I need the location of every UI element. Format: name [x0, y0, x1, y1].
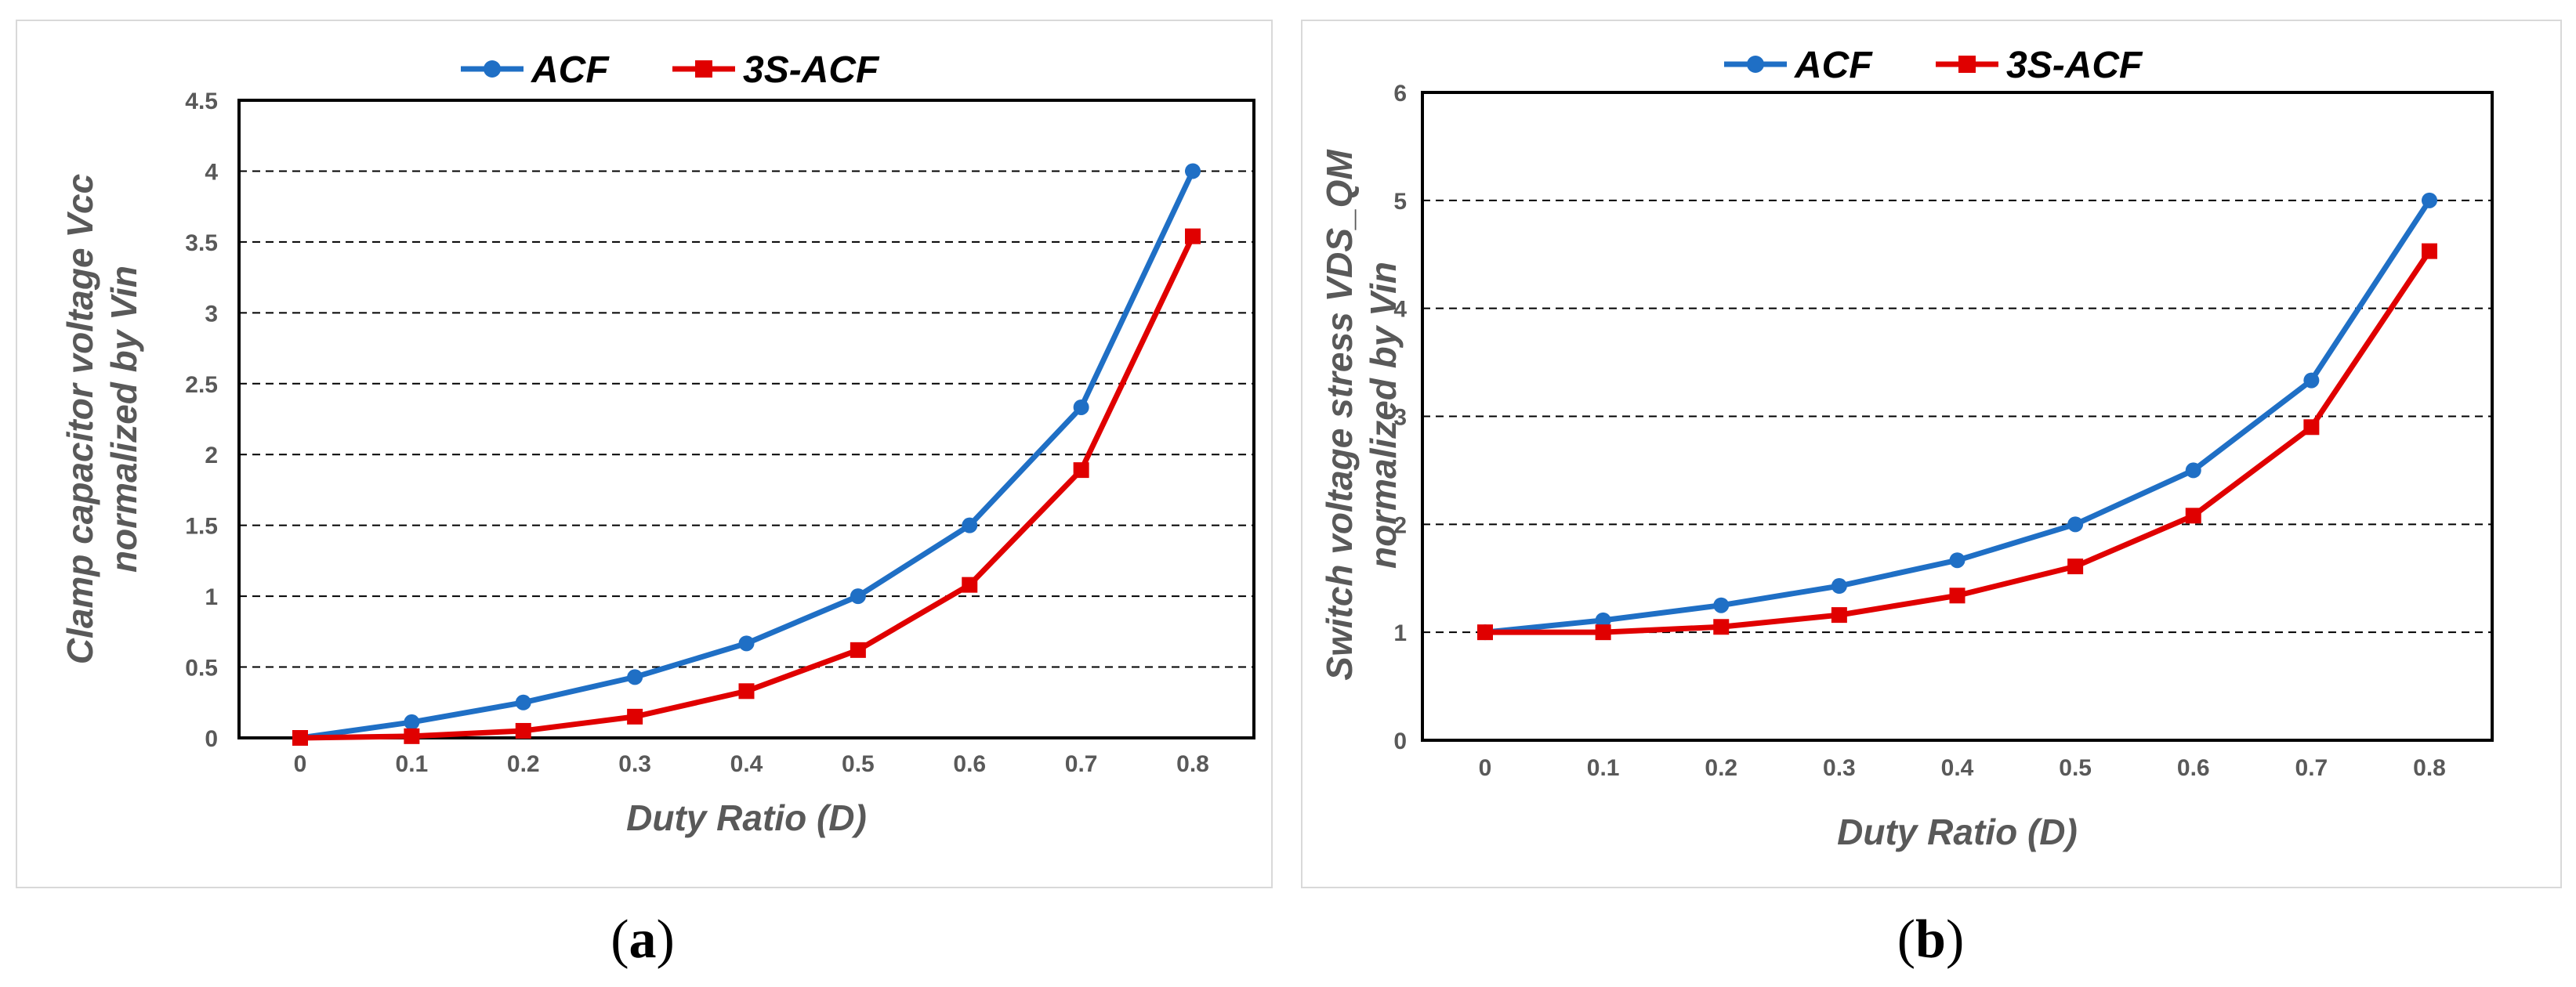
data-point-a-0-6 — [962, 517, 978, 533]
legend-marker-b-1 — [1958, 56, 1976, 73]
data-point-a-1-1 — [404, 728, 420, 744]
y-axis-title-line2-b: normalized by Vin — [1363, 262, 1404, 569]
x-tick-label-b-6: 0.6 — [2177, 755, 2210, 781]
data-point-a-1-4 — [738, 683, 755, 700]
x-tick-label-a-0: 0 — [294, 751, 307, 777]
x-tick-label-a-6: 0.6 — [953, 751, 986, 777]
y-tick-label-a-5: 2.5 — [185, 372, 218, 398]
y-tick-label-a-7: 3.5 — [185, 230, 218, 256]
data-point-b-0-2 — [1713, 597, 1730, 613]
y-tick-label-b-0: 0 — [1393, 728, 1407, 754]
data-point-a-0-4 — [738, 635, 755, 652]
data-point-b-0-6 — [2185, 462, 2201, 479]
x-tick-label-b-4: 0.4 — [1941, 755, 1974, 781]
x-tick-label-a-1: 0.1 — [396, 751, 429, 777]
y-tick-label-a-8: 4 — [205, 159, 218, 185]
data-point-b-0-3 — [1831, 578, 1847, 595]
y-tick-label-b-5: 5 — [1393, 189, 1407, 215]
x-tick-label-a-2: 0.2 — [507, 751, 540, 777]
legend-label-a-0: ACF — [531, 49, 610, 91]
y-tick-label-b-2: 2 — [1393, 512, 1407, 538]
x-tick-label-b-1: 0.1 — [1587, 755, 1620, 781]
chart-frame-b — [1301, 20, 2562, 888]
legend-marker-b-0 — [1747, 56, 1764, 73]
y-tick-label-a-2: 1 — [205, 584, 218, 610]
x-tick-label-b-3: 0.3 — [1823, 755, 1856, 781]
data-point-b-1-1 — [1595, 624, 1611, 641]
plot-area-b — [1421, 91, 2494, 742]
data-point-b-0-7 — [2303, 372, 2320, 389]
x-tick-label-a-5: 0.5 — [842, 751, 875, 777]
x-tick-label-a-4: 0.4 — [730, 751, 763, 777]
y-tick-label-a-6: 3 — [205, 301, 218, 327]
data-point-b-0-8 — [2422, 192, 2437, 208]
y-axis-title-a: Clamp capacitor voltage Vcc normalized by… — [60, 174, 144, 664]
y-tick-label-a-3: 1.5 — [185, 514, 218, 540]
chart-panel-a: 0 0.5 1 1.5 2 2.5 3 3.5 4 4.5 0 0.1 0.2 0.3 0.4 0.5 0.6 0… — [0, 0, 1285, 987]
data-point-b-1-8 — [2422, 243, 2437, 259]
data-point-b-0-5 — [2067, 516, 2084, 533]
y-tick-label-a-1: 0.5 — [185, 656, 218, 682]
data-point-a-1-6 — [962, 577, 978, 593]
data-point-a-1-2 — [515, 722, 531, 739]
caption-a: (a) — [610, 909, 675, 970]
y-tick-label-b-6: 6 — [1393, 81, 1407, 107]
data-point-b-1-3 — [1831, 607, 1847, 624]
data-point-a-0-5 — [850, 588, 866, 605]
x-tick-label-b-2: 0.2 — [1705, 755, 1737, 781]
series-line-a-1 — [299, 235, 1196, 741]
data-point-b-1-0 — [1477, 624, 1493, 641]
data-point-a-0-7 — [1073, 399, 1089, 415]
data-point-b-1-4 — [1949, 588, 1966, 604]
data-point-a-1-7 — [1073, 462, 1089, 479]
plot-area-a — [237, 99, 1255, 739]
y-axis-title-line1-b: Switch voltage stress VDS_QM — [1319, 149, 1360, 681]
y-tick-label-a-9: 4.5 — [185, 89, 218, 114]
caption-b: (b) — [1897, 909, 1965, 970]
x-tick-label-a-8: 0.8 — [1176, 751, 1209, 777]
x-axis-title-b: Duty Ratio (D) — [1837, 812, 2078, 852]
legend-label-a-1: 3S-ACF — [743, 49, 880, 91]
data-point-a-1-8 — [1185, 228, 1201, 244]
data-point-b-1-6 — [2185, 508, 2201, 524]
data-point-b-0-1 — [1595, 612, 1611, 628]
data-point-a-0-1 — [404, 714, 420, 730]
legend-label-b-0: ACF — [1794, 45, 1873, 86]
y-axis-title-b: Switch voltage stress VDS_QM normalized b… — [1319, 149, 1404, 681]
y-axis-title-line2-a: normalized by Vin — [103, 266, 144, 573]
y-tick-label-a-4: 2 — [205, 443, 218, 468]
data-point-a-0-3 — [627, 669, 643, 685]
y-tick-label-b-3: 3 — [1393, 405, 1407, 431]
data-point-b-0-4 — [1949, 552, 1966, 569]
chart-panel-b: 0 1 2 3 4 5 6 0 0.1 0.2 0.3 0.4 0.5 0.6 0.7 0.8 Duty Rat… — [1285, 0, 2576, 987]
x-tick-label-b-5: 0.5 — [2059, 755, 2092, 781]
data-point-b-1-5 — [2067, 559, 2084, 575]
x-tick-label-b-8: 0.8 — [2413, 755, 2446, 781]
data-point-a-1-3 — [627, 708, 643, 725]
data-point-a-1-5 — [850, 642, 866, 658]
legend-marker-a-0 — [484, 60, 501, 78]
x-tick-label-a-7: 0.7 — [1065, 751, 1098, 777]
x-axis-title-a: Duty Ratio (D) — [626, 797, 867, 838]
x-tick-label-a-3: 0.3 — [618, 751, 651, 777]
legend-label-b-1: 3S-ACF — [2006, 45, 2143, 86]
line-chart-b: 0 1 2 3 4 5 6 0 0.1 0.2 0.3 0.4 0.5 0.6 0.7 0.8 Duty Rat… — [1319, 45, 2494, 852]
data-point-b-1-7 — [2303, 419, 2320, 436]
line-chart-a: 0 0.5 1 1.5 2 2.5 3 3.5 4 4.5 0 0.1 0.2 0.3 0.4 0.5 0.6 0… — [60, 49, 1255, 838]
data-point-a-0-8 — [1185, 163, 1201, 179]
data-point-a-0-2 — [515, 694, 531, 710]
legend-marker-a-1 — [695, 60, 712, 78]
y-tick-label-a-0: 0 — [205, 726, 218, 752]
x-tick-label-b-0: 0 — [1479, 755, 1492, 781]
data-point-a-1-0 — [292, 730, 308, 746]
data-point-b-1-2 — [1713, 619, 1730, 635]
y-tick-label-b-1: 1 — [1393, 620, 1407, 646]
y-tick-label-b-4: 4 — [1393, 297, 1407, 323]
y-axis-title-line1-a: Clamp capacitor voltage Vcc — [60, 174, 100, 664]
x-tick-label-b-7: 0.7 — [2295, 755, 2328, 781]
